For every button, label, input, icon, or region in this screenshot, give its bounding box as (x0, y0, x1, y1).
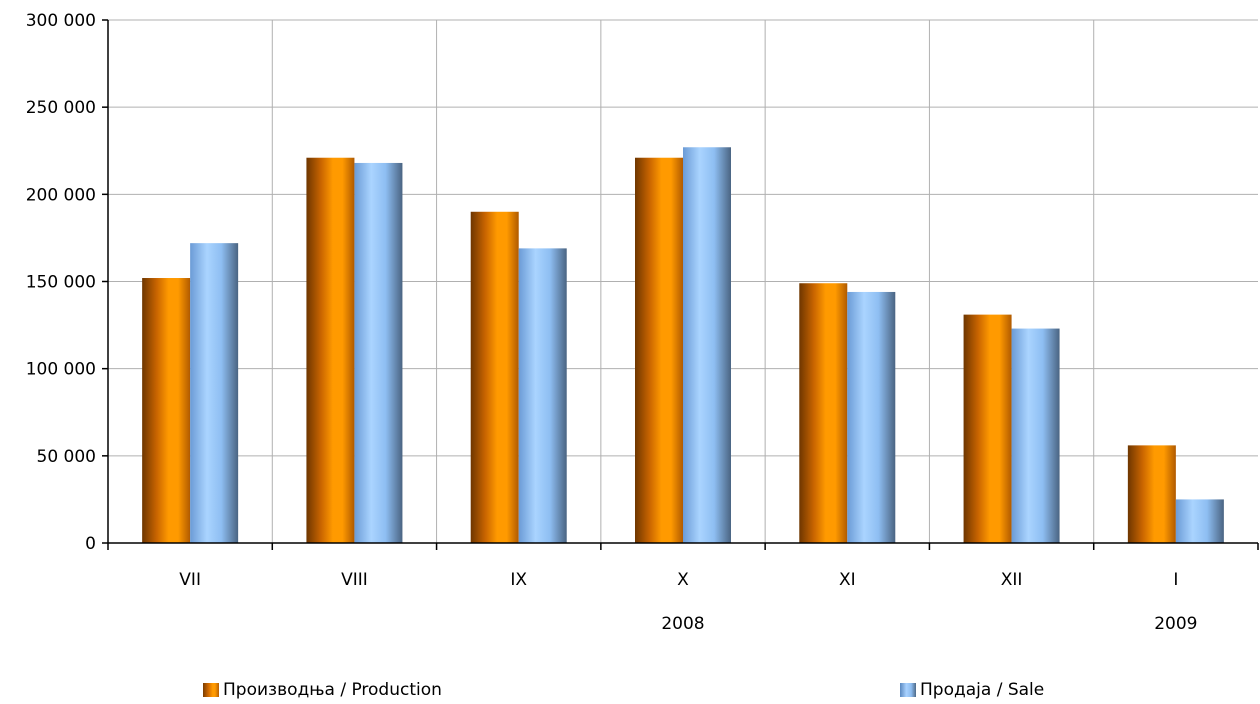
sale-bar (1175, 499, 1224, 543)
sale-bar (847, 291, 896, 543)
y-tick-label: 300 000 (26, 11, 96, 31)
y-tick-label: 50 000 (37, 447, 96, 467)
production-swatch-icon (203, 683, 219, 697)
production-bar (470, 211, 519, 543)
y-tick-label: 150 000 (26, 273, 96, 293)
x-tick-label: IX (510, 570, 527, 590)
production-bar (635, 157, 683, 543)
x-tick-label: XI (839, 570, 856, 590)
production-bar (142, 278, 191, 543)
x-tick-label: XII (1001, 570, 1023, 590)
sale-bar (518, 248, 567, 544)
y-tick-label: 200 000 (26, 185, 96, 205)
sale-swatch-icon (900, 683, 916, 697)
y-tick-label: 250 000 (26, 98, 96, 118)
production-bar (799, 283, 848, 543)
axes (102, 19, 1259, 550)
x-tick-label: X (677, 570, 689, 590)
legend-item-production: Производња / Production (203, 680, 442, 700)
tick-labels: 0 50 000 100 000 150 000 200 000 250 000 300 0… (26, 11, 1198, 634)
sale-bar (354, 162, 403, 543)
gridlines (108, 19, 1258, 543)
production-bar (306, 157, 355, 543)
y-tick-label: 100 000 (26, 360, 96, 380)
y-tick-label: 0 (85, 534, 96, 554)
sale-bar (190, 243, 239, 543)
legend-item-sale: Продаја / Sale (900, 680, 1044, 700)
legend-label-production: Производња / Production (223, 680, 442, 700)
year-label: 2008 (661, 614, 704, 634)
x-tick-label: VII (179, 570, 201, 590)
production-bar (1127, 445, 1176, 543)
sale-bar (1011, 328, 1060, 543)
sale-bar (683, 147, 731, 543)
legend-label-sale: Продаја / Sale (920, 680, 1045, 700)
bars (142, 147, 1224, 544)
year-label: 2009 (1154, 614, 1197, 634)
x-tick-label: VIII (341, 570, 368, 590)
production-bar (963, 314, 1012, 543)
x-tick-label: I (1173, 570, 1178, 590)
